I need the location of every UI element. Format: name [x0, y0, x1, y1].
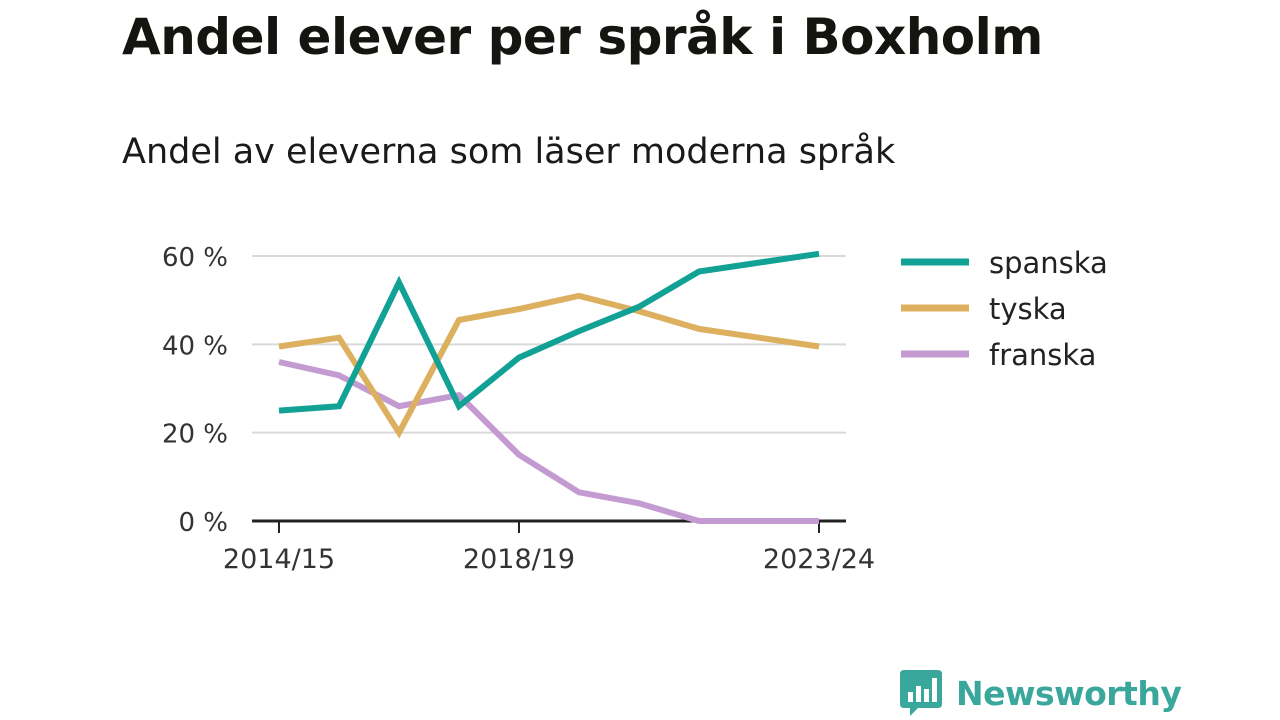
y-tick-label: 20 %	[162, 420, 228, 450]
series-line-franska	[278, 359, 819, 524]
x-tick-label: 2023/24	[763, 544, 875, 575]
chart-title: Andel elever per språk i Boxholm	[122, 8, 1043, 66]
series-line-spanska	[278, 250, 820, 414]
x-tick-label: 2014/15	[223, 544, 335, 575]
y-tick-label: 40 %	[162, 331, 228, 361]
legend-label-tyska: tyska	[989, 292, 1067, 326]
y-tick-label: 60 %	[162, 243, 228, 273]
bar-chart-bubble-icon	[900, 670, 942, 716]
newsworthy-logo: Newsworthy	[900, 670, 1182, 716]
series-line-tyska	[278, 292, 820, 439]
legend-label-spanska: spanska	[989, 246, 1108, 280]
chart-subtitle: Andel av eleverna som läser moderna språ…	[122, 132, 896, 172]
legend: spanska tyska franska	[901, 246, 1108, 372]
axes: 0 % 20 % 40 % 60 % 2014/15 2018/19 2023/24	[162, 243, 875, 575]
x-tick-label: 2018/19	[463, 544, 575, 575]
brand-name: Newsworthy	[956, 673, 1182, 713]
y-tick-label: 0 %	[178, 508, 228, 538]
legend-label-franska: franska	[989, 338, 1096, 372]
series-lines	[278, 250, 820, 524]
